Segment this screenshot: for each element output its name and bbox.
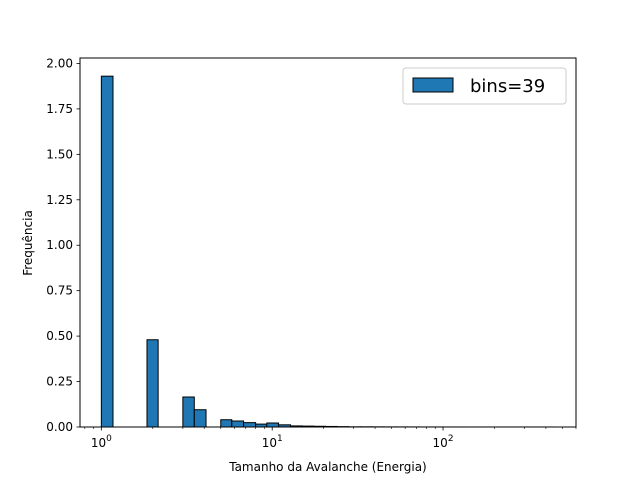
legend: bins=39 bbox=[402, 67, 567, 105]
legend-box bbox=[402, 67, 567, 105]
y-tick-label: 0.25 bbox=[46, 375, 73, 389]
y-tick-label: 0.00 bbox=[46, 420, 73, 434]
y-tick-label: 1.25 bbox=[46, 193, 73, 207]
histogram-bar bbox=[220, 419, 233, 428]
x-tick-label: 100 bbox=[91, 434, 112, 450]
histogram-bar bbox=[266, 422, 280, 428]
x-tick-label: 101 bbox=[262, 434, 283, 450]
x-tick-label: 102 bbox=[433, 434, 454, 450]
y-tick-label: 1.00 bbox=[46, 238, 73, 252]
histogram-bar bbox=[231, 420, 245, 428]
legend-label: bins=39 bbox=[470, 76, 545, 97]
legend-swatch bbox=[412, 77, 454, 93]
histogram-bar bbox=[100, 75, 114, 428]
histogram-bar bbox=[193, 409, 207, 428]
y-tick-label: 0.50 bbox=[46, 329, 73, 343]
y-tick-label: 1.75 bbox=[46, 102, 73, 116]
y-axis-label: Frequência bbox=[21, 210, 35, 276]
y-tick-label: 0.75 bbox=[46, 284, 73, 298]
histogram-bar bbox=[146, 339, 159, 428]
y-tick-label: 1.50 bbox=[46, 147, 73, 161]
x-axis-ticks: 100 101 102 bbox=[84, 427, 577, 450]
x-axis-label: Tamanho da Avalanche (Energia) bbox=[228, 460, 427, 474]
y-axis-ticks: 0.00 0.25 0.50 0.75 1.00 1.25 1.50 1.75 2.00 bbox=[46, 56, 80, 434]
histogram-bar bbox=[243, 422, 257, 428]
histogram-bar bbox=[182, 396, 195, 428]
plot-frame bbox=[79, 57, 577, 428]
y-tick-label: 2.00 bbox=[46, 56, 73, 70]
